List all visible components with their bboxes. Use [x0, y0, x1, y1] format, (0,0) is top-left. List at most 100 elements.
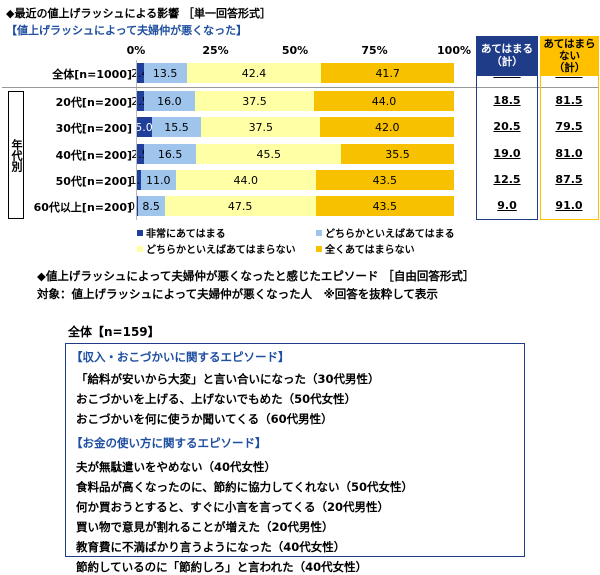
- header-text: （計）: [491, 56, 523, 68]
- bar-segment: 44.0: [314, 91, 454, 111]
- data-label: 35.5: [385, 147, 410, 161]
- summary-value-b: 81.0: [555, 147, 583, 160]
- data-label: 16.0: [157, 94, 182, 108]
- data-label: 44.0: [371, 94, 397, 108]
- data-label: 5.0: [135, 120, 153, 134]
- x-tick-label: 75%: [361, 44, 388, 57]
- bar-segment: 11.0: [140, 170, 176, 190]
- x-tick-label: 25%: [202, 44, 229, 57]
- episodes-box: [65, 343, 525, 557]
- bar-segment: 2.5: [131, 91, 149, 111]
- legend-swatch: [137, 229, 143, 236]
- divider: [2, 87, 598, 88]
- bar-segment: 47.5: [164, 196, 316, 216]
- data-label: 41.7: [375, 66, 400, 80]
- chart-subtitle: 【値上げラッシュによって夫婦仲が悪くなった】: [6, 24, 248, 37]
- bar-segment: 42.4: [186, 63, 322, 83]
- legend-item: どちらかといえばあてはまる: [316, 225, 455, 240]
- episode-item: 教育費に不満ばかり言うようになった（40代女性）: [76, 540, 346, 554]
- bar-segment: 2.4: [131, 63, 149, 83]
- legend-swatch: [316, 229, 322, 236]
- bar-segment: 13.5: [143, 63, 187, 83]
- bar-segment: 44.0: [175, 170, 316, 190]
- bar-segment: 43.5: [315, 196, 454, 216]
- row-label: 20代[n=200]: [55, 96, 132, 109]
- episode-item: 食料品が高くなったのに、節約に協力してくれない（50代女性）: [76, 480, 413, 494]
- summary-header-a: あてはまる （計）: [476, 36, 538, 76]
- bar-segment: 45.5: [196, 144, 342, 164]
- summary-value-b: 87.5: [555, 173, 583, 186]
- chart-title: ◆最近の値上げラッシュによる影響 ［単一回答形式］: [6, 7, 271, 20]
- data-label: 15.5: [164, 120, 189, 134]
- bar-segment: 35.5: [341, 144, 454, 164]
- bar-segment: 37.5: [201, 117, 321, 137]
- bar-segment: 16.0: [143, 91, 195, 111]
- summary-header-b: あてはまら ない （計）: [540, 36, 599, 76]
- legend-label: どちらかといえばあてはまらない: [146, 245, 296, 256]
- episode-item: 買い物で意見が割れることが増えた（20代男性）: [76, 520, 334, 534]
- episode-item: おこづかいを上げる、上げないでもめた（50代女性）: [76, 392, 357, 406]
- data-label: 13.5: [152, 66, 178, 80]
- data-label: 47.5: [227, 199, 253, 213]
- legend-label: どちらかといえばあてはまる: [325, 229, 455, 240]
- axis-line: [136, 60, 137, 220]
- bar-segment: 42.0: [320, 117, 454, 137]
- data-label: 11.0: [146, 173, 171, 187]
- bar-segment: 41.7: [321, 63, 454, 83]
- episode-item: 夫が無駄遣いをやめない（40代女性）: [76, 460, 277, 474]
- data-label: 16.5: [157, 147, 183, 161]
- summary-value-a: 19.0: [493, 147, 521, 160]
- data-label: 37.5: [242, 94, 267, 108]
- row-label: 30代[n=200]: [55, 122, 132, 135]
- bar-segment: 15.5: [151, 117, 202, 137]
- bar-segment: 16.5: [143, 144, 197, 164]
- data-label: 37.5: [248, 120, 274, 134]
- episode-item: おこづかいを何に使うか聞いてくる（60代男性）: [76, 412, 333, 426]
- data-label: 43.5: [372, 199, 398, 213]
- summary-value-a: 20.5: [493, 120, 521, 133]
- legend-item: 全くあてはまらない: [316, 241, 415, 256]
- episode-item: 何か買おうとすると、すぐに小言を言ってくる（20代男性）: [76, 500, 390, 514]
- data-label: 42.4: [241, 66, 267, 80]
- row-label: 40代[n=200]: [55, 149, 132, 162]
- legend-label: 非常にあてはまる: [146, 229, 226, 240]
- bar-segment: 5.0: [135, 117, 153, 137]
- bar-segment: 2.5: [131, 144, 149, 164]
- legend-label: 全くあてはまらない: [325, 245, 415, 256]
- summary-value-b: 91.0: [555, 199, 583, 212]
- summary-value-b: 79.5: [555, 120, 583, 133]
- data-label: 8.5: [142, 199, 160, 213]
- x-tick-label: 0%: [126, 44, 146, 57]
- group-label: 年代別: [8, 91, 24, 219]
- header-text: あてはまら: [543, 38, 596, 50]
- episodes-title: ◆値上げラッシュによって夫婦仲が悪くなったと感じたエピソード ［自由回答形式］: [37, 269, 475, 283]
- episode-item: 節約しているのに「節約しろ」と言われた（40代女性）: [76, 560, 368, 574]
- data-label: 43.5: [372, 173, 398, 187]
- legend-item: どちらかといえばあてはまらない: [137, 241, 296, 256]
- bar-segment: 8.5: [137, 196, 165, 216]
- row-label: 60代以上[n=200]: [33, 201, 132, 214]
- bar-segment: 37.5: [194, 91, 315, 111]
- bar-segment: 43.5: [315, 170, 454, 190]
- data-label: 44.0: [233, 173, 258, 187]
- episodes-n-label: 全体【n=159】: [68, 325, 160, 339]
- row-label: 50代[n=200]: [55, 175, 132, 188]
- summary-value-a: 18.5: [493, 94, 521, 107]
- data-label: 42.0: [374, 120, 400, 134]
- legend-swatch: [316, 245, 322, 252]
- legend-swatch: [137, 245, 143, 252]
- episode-item: 「給料が安いから大変」と言い合いになった（30代男性）: [76, 372, 380, 386]
- episodes-target: 対象：値上げラッシュによって夫婦仲が悪くなった人 ※回答を抜粋して表示: [37, 287, 438, 301]
- episode-category-heading: 【お金の使い方に関するエピソード】: [71, 436, 267, 450]
- summary-value-a: 12.5: [493, 173, 521, 186]
- x-tick-label: 100%: [437, 44, 471, 57]
- legend-item: 非常にあてはまる: [137, 225, 226, 240]
- header-text: （計）: [553, 62, 586, 74]
- summary-value-a: 9.0: [497, 199, 517, 212]
- header-text: あてはまる: [480, 43, 534, 55]
- summary-value-b: 81.5: [555, 94, 583, 107]
- row-label: 全体[n=1000]: [52, 68, 132, 81]
- data-label: 45.5: [256, 147, 282, 161]
- episode-category-heading: 【収入・おこづかいに関するエピソード】: [71, 350, 290, 364]
- header-text: ない: [559, 50, 580, 62]
